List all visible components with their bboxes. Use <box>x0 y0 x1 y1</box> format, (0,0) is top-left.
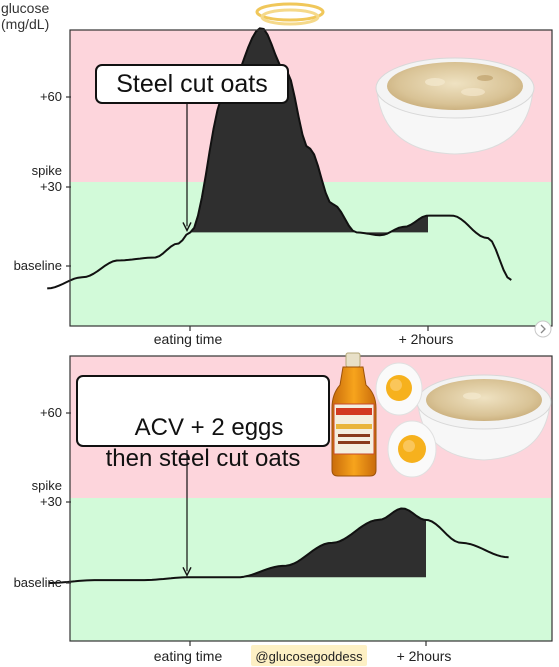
y-tick-label: spike +30 <box>32 478 62 509</box>
y-axis-label: glucose (mg/dL) <box>1 0 49 32</box>
callout-meal-1-text: Steel cut oats <box>116 70 268 98</box>
y-tick-label: spike +30 <box>32 163 62 194</box>
glucose-curve-2 <box>48 507 509 584</box>
y-tick-label: baseline <box>14 575 62 590</box>
handle-badge-bg <box>251 645 367 666</box>
eating-arrow-head-2 <box>182 566 192 577</box>
eating-arrow-head-1 <box>182 222 192 232</box>
oatmeal-bowl-icon <box>375 57 535 155</box>
vinegar-bottle-icon <box>331 352 377 477</box>
handle-label: @glucosegoddess <box>255 649 363 664</box>
top-plot-frame <box>69 29 553 327</box>
next-arrow-icon[interactable] <box>534 320 552 338</box>
y-tick-label: baseline <box>14 258 62 273</box>
y-tick-label: +60 <box>40 405 62 420</box>
x-tick-label: + 2hours <box>397 648 452 664</box>
boiled-egg-icon <box>375 362 423 416</box>
x-tick-label: eating time <box>154 648 223 664</box>
x-tick-label: eating time <box>154 331 223 347</box>
glucose-curve-1 <box>47 27 512 290</box>
x-tick-label: + 2hours <box>399 331 454 347</box>
callout-meal-2-text: ACV + 2 eggs then steel cut oats <box>105 414 301 472</box>
bottom-plot-frame <box>69 355 553 642</box>
callout-meal-2: ACV + 2 eggs then steel cut oats <box>76 375 330 472</box>
boiled-egg-icon <box>387 420 437 478</box>
y-tick-label: +60 <box>40 89 62 104</box>
callout-meal-1: Steel cut oats <box>95 64 289 104</box>
halo-icon <box>255 2 325 26</box>
y-axis-label-text: glucose (mg/dL) <box>1 0 50 32</box>
